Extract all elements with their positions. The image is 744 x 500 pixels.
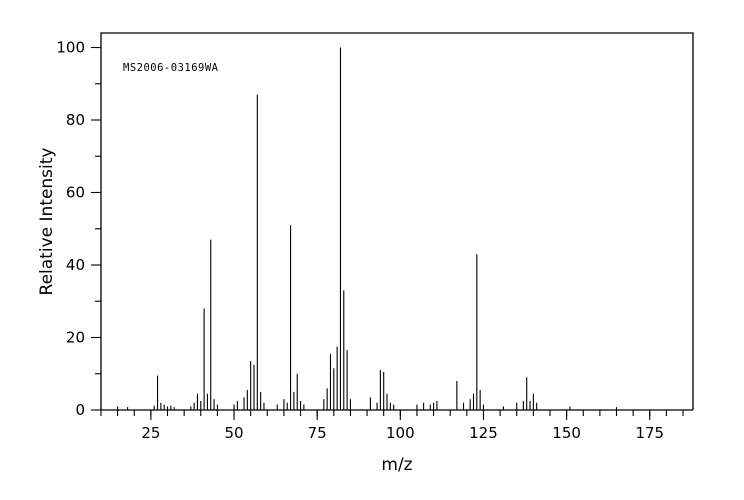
- x-tick-label: 100: [386, 424, 415, 442]
- x-tick-label: 50: [224, 424, 243, 442]
- y-axis-label: Relative Intensity: [37, 148, 57, 296]
- y-tick-label: 40: [66, 256, 85, 274]
- x-axis-minor-ticks: [100, 410, 684, 416]
- y-tick-label: 100: [56, 39, 85, 57]
- y-tick-label: 60: [66, 184, 85, 202]
- x-axis-major-ticks: 25 50 75 100 125 150 175: [141, 410, 664, 442]
- spectrum-peaks: [117, 47, 618, 410]
- x-tick-label: 75: [308, 424, 327, 442]
- y-tick-label: 20: [66, 329, 85, 347]
- x-tick-label: 25: [141, 424, 160, 442]
- y-axis-major-ticks: 0 20 40 60 80 100: [56, 39, 101, 419]
- y-tick-label: 0: [75, 401, 85, 419]
- y-axis-minor-ticks: [95, 83, 101, 375]
- y-tick-label: 80: [66, 111, 85, 129]
- plot-frame: [100, 32, 694, 410]
- x-axis-label: m/z: [381, 455, 412, 475]
- x-tick-label: 175: [635, 424, 664, 442]
- spectrum-id-annotation: MS2006-03169WA: [123, 62, 219, 74]
- x-tick-label: 125: [469, 424, 498, 442]
- x-tick-label: 150: [552, 424, 581, 442]
